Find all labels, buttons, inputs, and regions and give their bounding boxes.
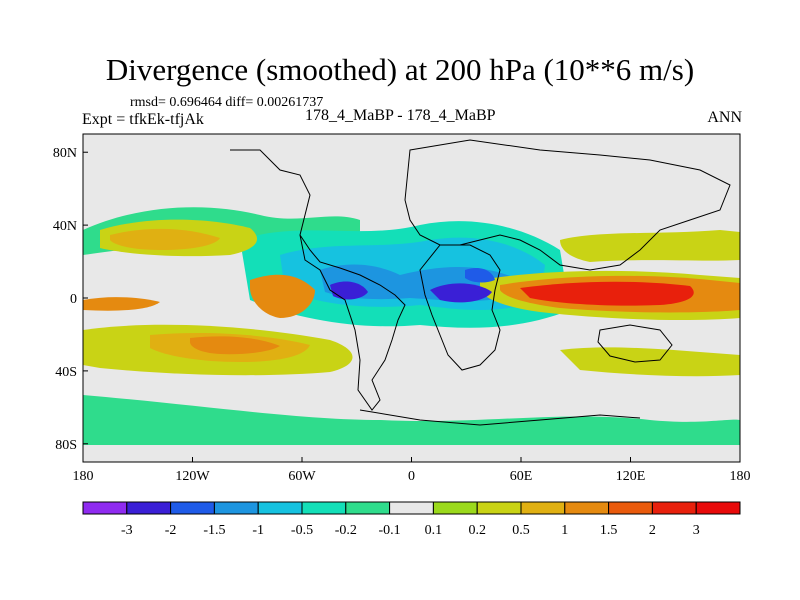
north-orange-west — [110, 228, 220, 250]
y-tick-label: 80N — [53, 146, 77, 161]
south-east-yellow — [560, 347, 740, 377]
colorbar-label: 1 — [561, 523, 568, 538]
colorbar-swatch — [608, 501, 653, 515]
colorbar-label: 3 — [693, 523, 700, 538]
core-east — [430, 283, 492, 303]
stats-line: rmsd= 0.696464 diff= 0.00261737 — [130, 95, 324, 110]
colorbar-label: -2 — [165, 523, 177, 538]
colorbar-label: -1.5 — [203, 523, 225, 538]
colorbar-swatch — [126, 501, 172, 515]
colorbar-label: -1 — [252, 523, 264, 538]
y-tick-label: 80S — [55, 438, 77, 453]
equatorial-red-east — [520, 281, 694, 306]
colorbar-label: 0.1 — [425, 523, 443, 538]
x-tick-label: 0 — [408, 469, 415, 484]
colorbar-swatch — [564, 501, 610, 515]
axes: 180 120W 60W 0 60E 120E 180 80N 40N 0 40S 80S — [53, 146, 751, 484]
core-west — [330, 281, 368, 300]
colorbar-swatch — [695, 501, 741, 515]
y-tick-label: 40S — [55, 365, 77, 380]
central-orange-west — [250, 274, 315, 318]
x-tick-label: 120E — [616, 469, 646, 484]
west-strip-orange — [83, 297, 160, 311]
africa-outline — [419, 244, 501, 371]
colorbar-swatch — [170, 501, 215, 515]
antarctica-outline — [359, 409, 641, 426]
experiment-label: Expt = tfkEk-tfjAk — [82, 111, 204, 128]
band-southern-ocean — [83, 395, 740, 445]
colorbar-label: -0.5 — [291, 523, 313, 538]
colorbar-label: 0.2 — [468, 523, 486, 538]
x-tick-label: 60W — [288, 469, 316, 484]
colorbar-label: 2 — [649, 523, 656, 538]
eurasia-outline — [404, 139, 731, 271]
y-tick-label: 40N — [53, 219, 77, 234]
colorbar-swatch — [301, 501, 347, 515]
field-contours — [83, 207, 740, 445]
colorbar-swatch — [82, 501, 128, 515]
continent-outlines — [230, 139, 731, 426]
colorbar-label: 1.5 — [600, 523, 618, 538]
case-names: 178_4_MaBP - 178_4_MaBP — [305, 107, 496, 124]
x-tick-label: 180 — [730, 469, 751, 484]
colorbar-label: 0.5 — [512, 523, 530, 538]
north-yellow-east — [560, 230, 740, 262]
australia-outline — [597, 324, 673, 363]
colorbar: -3 -2 -1.5 -1 -0.5 -0.2 -0.1 0.1 0.2 0.5 1 1.5 2 3 — [82, 501, 741, 538]
x-tick-label: 180 — [73, 469, 94, 484]
colorbar-label: -0.1 — [379, 523, 401, 538]
colorbar-swatch — [257, 501, 303, 515]
colorbar-swatch — [389, 501, 434, 515]
x-tick-label: 120W — [175, 469, 210, 484]
x-tick-label: 60E — [510, 469, 533, 484]
colorbar-swatch — [432, 501, 478, 515]
americas-outline — [230, 149, 406, 411]
colorbar-swatch — [651, 501, 697, 515]
colorbar-swatch — [213, 501, 259, 515]
colorbar-swatch — [476, 501, 522, 515]
south-darkorange-west — [190, 336, 280, 355]
season-label: ANN — [707, 109, 742, 126]
y-tick-label: 0 — [70, 292, 77, 307]
core-east-2 — [465, 268, 495, 283]
colorbar-swatch — [520, 501, 566, 515]
chart-title: Divergence (smoothed) at 200 hPa (10**6 … — [105, 52, 695, 87]
colorbar-label: -3 — [121, 523, 133, 538]
colorbar-swatch — [345, 501, 391, 515]
colorbar-label: -0.2 — [335, 523, 357, 538]
